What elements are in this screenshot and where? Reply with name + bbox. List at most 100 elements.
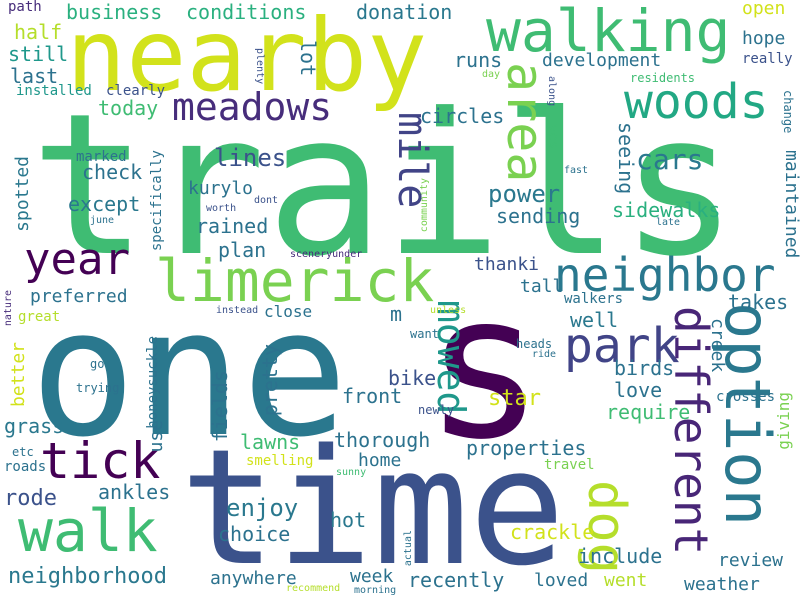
word-etc: etc [12,445,34,459]
word-spotted: spotted [12,156,33,232]
word-crosses: crosses [716,389,776,405]
word-sceneryunder: sceneryunder [290,249,363,260]
word-require: require [606,400,691,424]
word-tall: tall [520,276,564,297]
word-plan: plan [218,238,267,262]
word-better: better [8,342,29,408]
word-one: one [30,271,348,476]
word-creek: creek [707,318,728,373]
word-well: well [570,308,619,332]
word-year: year [24,234,130,285]
word-takes: takes [728,290,789,314]
word-anywhere: anywhere [210,568,297,589]
word-s: s [424,251,545,484]
word-yes: yes [545,124,561,150]
word-giving: giving [774,392,793,450]
word-cars: cars [636,143,704,176]
word-rained: rained [196,214,269,238]
word-half: half [14,20,63,44]
word-power: power [488,180,561,208]
word-include: include [578,544,663,568]
word-lawns: lawns [240,430,301,454]
word-dog: dog [576,480,636,574]
word-properties: properties [466,436,587,460]
word-week: week [350,566,394,587]
word-preferred: preferred [30,286,128,307]
word-maintained: maintained [781,150,800,259]
word-still: still [8,42,69,66]
word-instead: instead [216,305,259,316]
word-open: open [742,0,786,19]
word-different: different [664,306,718,556]
word-go: go [90,357,105,371]
word-time: time [180,414,566,600]
word-recommend: recommend [286,583,341,594]
word-rode: rode [4,486,57,511]
word-actual: actual [403,530,414,567]
word-love: love [614,378,663,402]
word-crackle: crackle [510,520,595,544]
word-ankles: ankles [98,480,171,504]
word-weather: weather [684,574,760,595]
word-sidewalks: sidewalks [612,198,721,222]
word-recently: recently [408,568,505,592]
word-change: change [781,90,795,134]
word-birds: birds [614,356,675,380]
word-review: review [718,550,784,571]
word-donation: donation [356,0,453,24]
word-woods: woods [624,74,769,130]
word-heads: heads [516,337,553,351]
word-neighbor: neighbor [554,248,776,302]
word-kurylo: kurylo [188,178,254,199]
word-day: day [482,69,501,80]
word-marked: marked [76,149,127,165]
word-great: great [18,309,61,325]
word-residents: residents [630,71,696,85]
word-hot: hot [330,508,367,532]
word-worth: worth [206,203,237,214]
word-limerick: limerick [155,247,435,315]
word-area: area [496,62,554,183]
word-want: want [410,327,439,341]
word-walk: walk [18,497,158,565]
word-meadows: meadows [172,85,333,129]
word-roads: roads [4,459,47,475]
word-home: home [358,450,402,471]
word-newly: newly [418,403,455,417]
word-installed: installed [16,83,92,99]
word-seeing: seeing [614,122,638,195]
word-along: along [546,76,557,107]
word-circles: circles [420,104,505,128]
word-close: close [264,302,313,321]
word-check: check [82,160,143,184]
word-specifically: specifically [149,150,165,252]
word-sunny: sunny [336,467,367,478]
word-use: use [146,420,167,453]
word-tick: tick [40,432,161,490]
word-travel: travel [544,457,595,473]
word-smelling: smelling [246,453,314,469]
word-bike: bike [388,366,437,390]
word-front: front [342,384,403,408]
word-thorough: thorough [334,428,431,452]
word-honeysuckle: honeysuckle [145,336,161,429]
word-pretty: pretty [258,344,282,417]
word-really: really [742,51,793,67]
word-nearby: nearby [66,0,428,114]
word-star: star [488,386,541,411]
word-dont: dont [254,195,279,206]
word-trying: trying [76,381,120,395]
word-walking: walking [486,0,731,65]
word-late: late [656,217,681,228]
word-lines: lines [214,144,287,172]
word-option: option [711,302,784,526]
word-thanki: thanki [474,254,540,275]
word-trails: trails [30,72,739,300]
word-runs: runs [454,48,503,72]
word-morning: morning [354,585,397,596]
word-plenty: plenty [254,48,265,85]
word-community: community [419,178,430,233]
word-june: june [90,215,115,226]
word-went: went [604,570,648,591]
